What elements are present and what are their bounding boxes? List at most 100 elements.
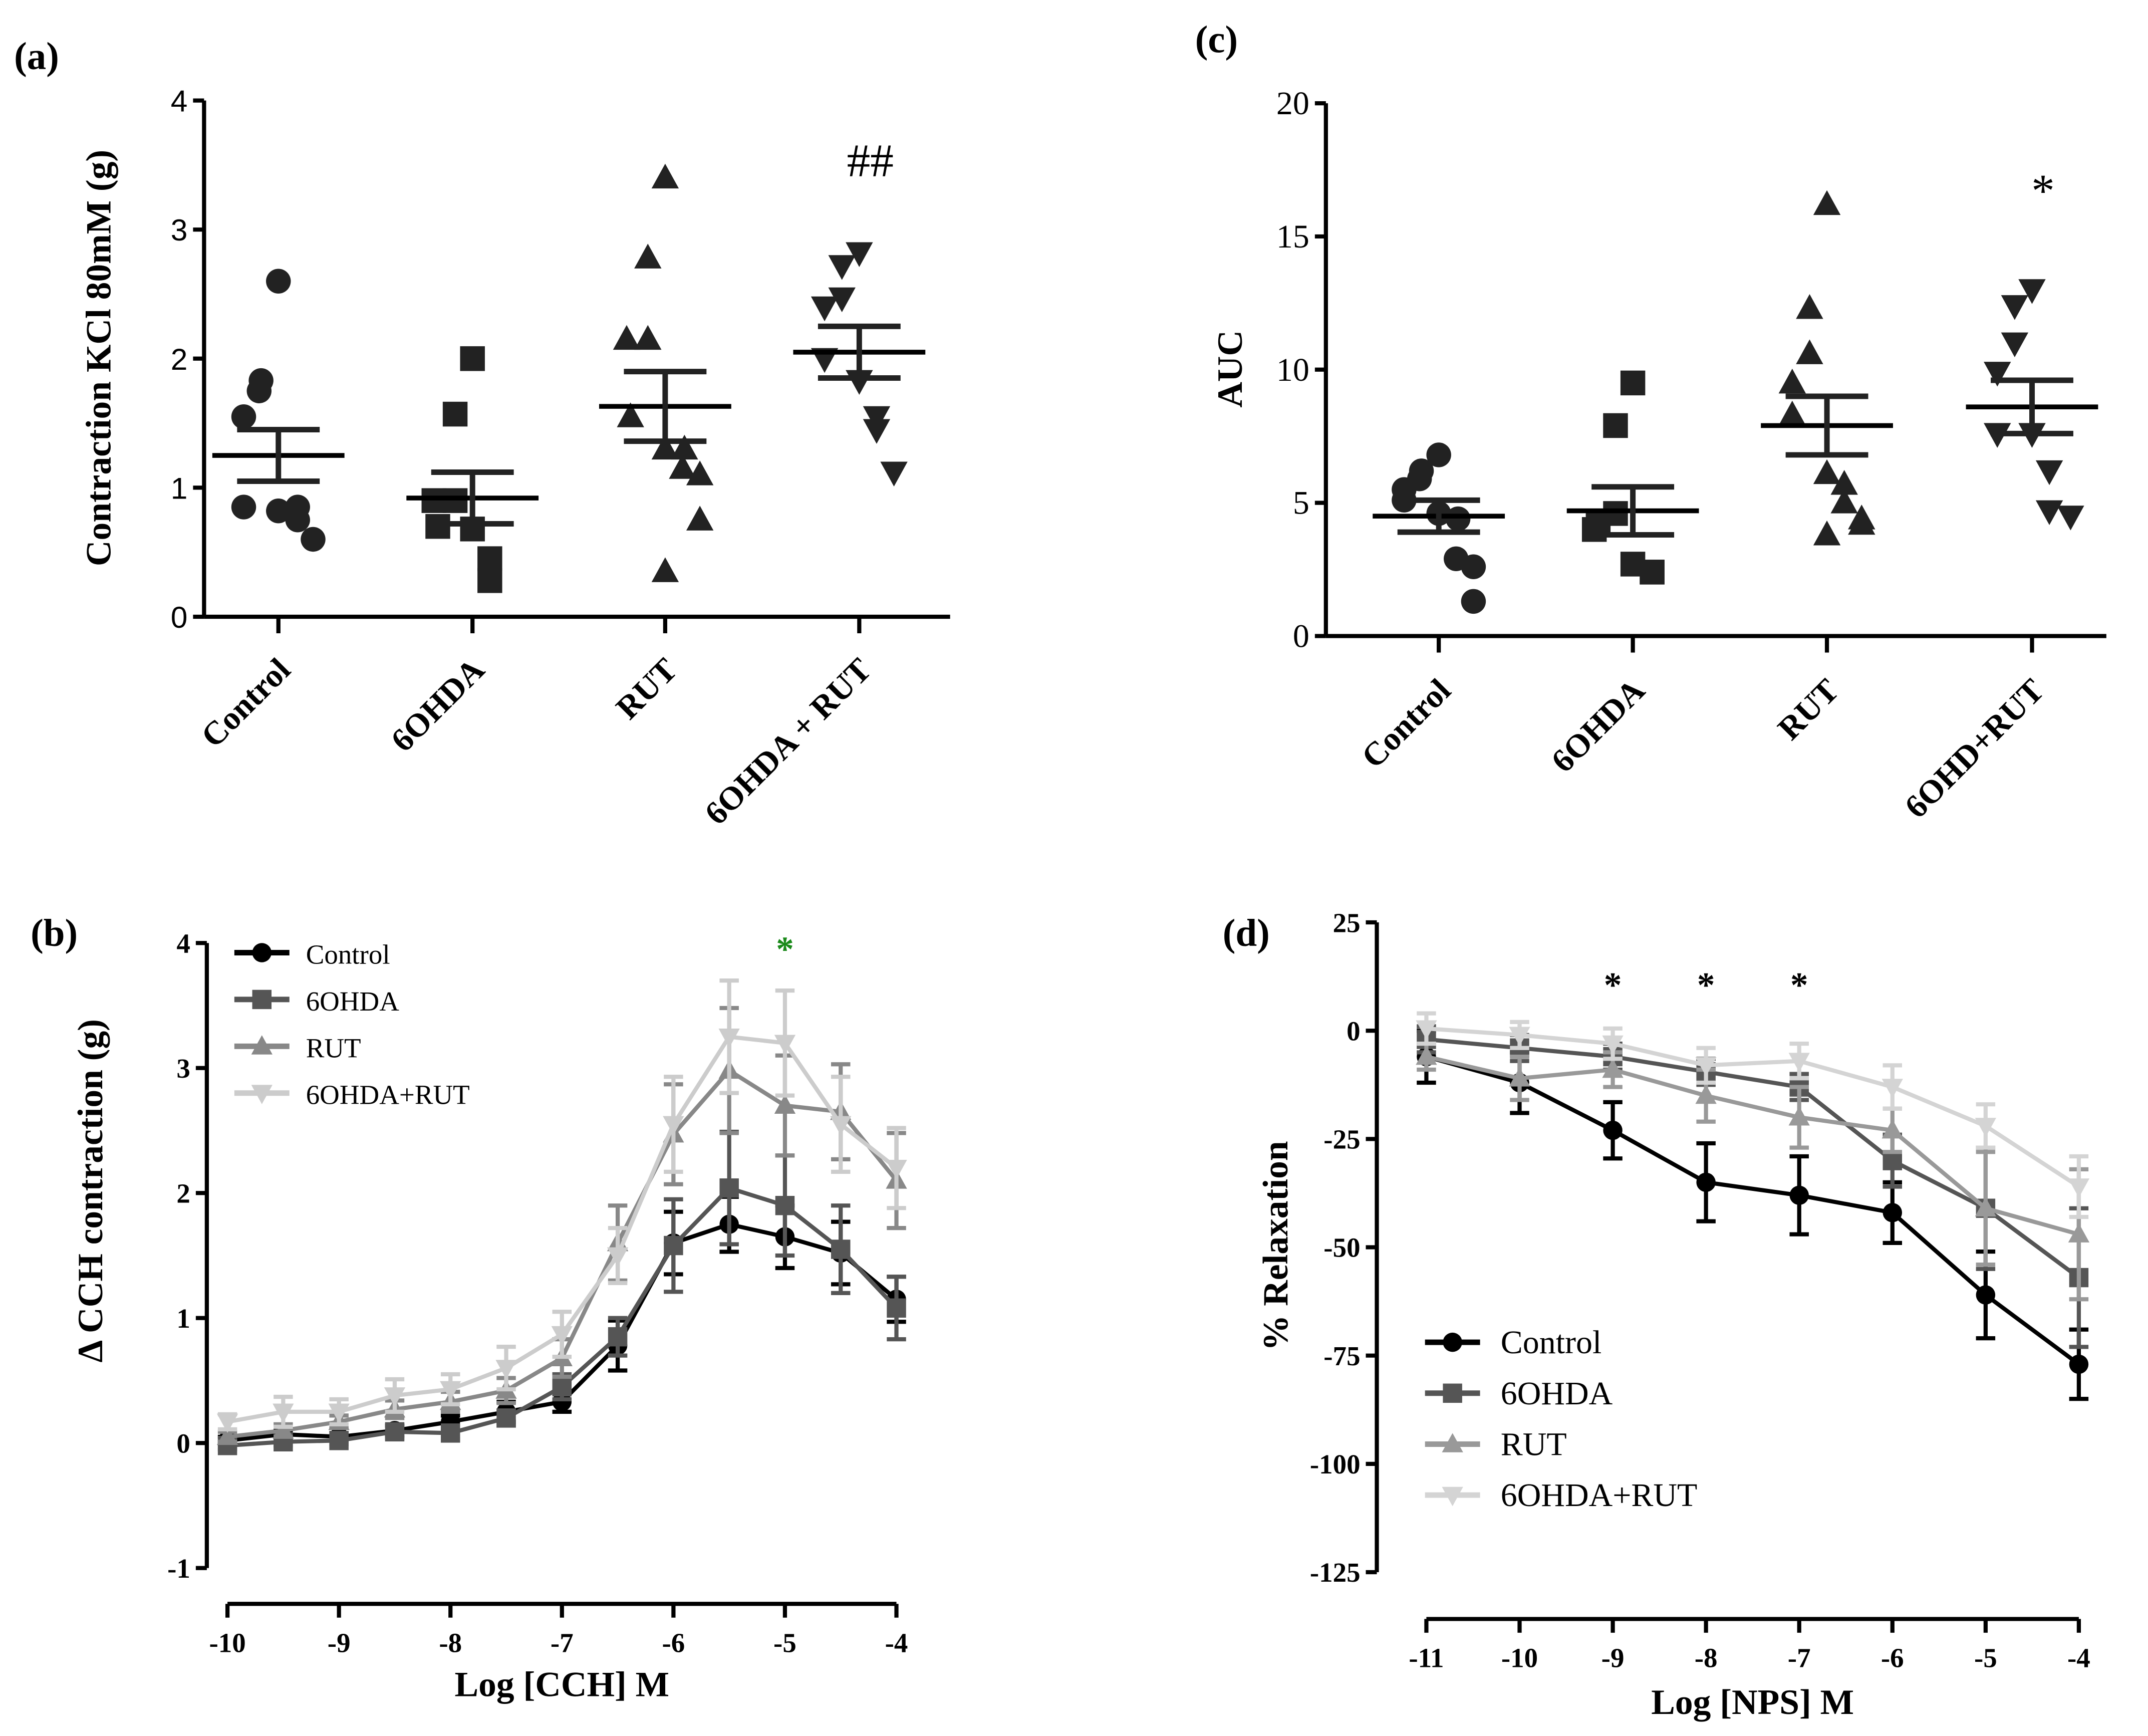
x-tick-label: -7 xyxy=(1788,1643,1811,1673)
data-point xyxy=(1603,1120,1623,1140)
data-point xyxy=(1620,370,1646,396)
series-line xyxy=(1426,1055,2080,1366)
data-point xyxy=(774,1035,796,1054)
data-point xyxy=(1695,1057,1717,1077)
series-rut xyxy=(1416,1042,2090,1302)
data-point xyxy=(1848,510,1875,535)
data-point xyxy=(1830,488,1858,514)
legend-marker xyxy=(1442,1433,1463,1452)
data-point xyxy=(887,1298,906,1318)
xlabel-d: Log [NPS] M xyxy=(1651,1682,1854,1722)
data-point xyxy=(1789,1185,1809,1205)
data-point xyxy=(1883,1203,1903,1222)
data-point xyxy=(1984,362,2011,387)
data-point xyxy=(1603,413,1628,438)
data-point xyxy=(1813,459,1841,484)
series-line xyxy=(1426,1026,2080,1188)
data-point xyxy=(1581,517,1607,542)
legend-label: Control xyxy=(1501,1324,1601,1361)
data-point xyxy=(828,255,856,280)
category-label: RUT xyxy=(609,651,684,726)
data-point xyxy=(421,488,446,513)
x-tick-label: -5 xyxy=(773,1627,796,1658)
data-point xyxy=(329,1431,349,1450)
data-point xyxy=(385,1422,405,1442)
data-point xyxy=(246,378,272,403)
legend-label: 6OHDA xyxy=(306,986,399,1017)
significance-annotation: * xyxy=(776,929,794,969)
panel-label-a: (a) xyxy=(14,34,59,77)
x-tick-label: -5 xyxy=(1974,1643,1997,1673)
y-tick-label: -25 xyxy=(1323,1124,1360,1155)
ylabel-a: Contraction KCl 80mM (g) xyxy=(79,150,119,566)
legend-item: RUT xyxy=(1425,1426,1567,1462)
legend-item: Control xyxy=(1425,1324,1601,1361)
y-tick-label: 20 xyxy=(1276,85,1309,122)
data-point xyxy=(2018,279,2046,304)
data-point xyxy=(811,296,839,322)
data-point xyxy=(2057,506,2084,531)
category-label: 6OHDA xyxy=(1544,672,1652,780)
data-point xyxy=(634,243,662,269)
y-tick-label: -1 xyxy=(167,1553,190,1584)
x-tick-label: -4 xyxy=(885,1627,908,1658)
data-point xyxy=(617,402,644,427)
data-point xyxy=(1882,1079,1903,1098)
data-point xyxy=(1426,442,1451,467)
data-point xyxy=(1976,1285,1996,1305)
data-point xyxy=(301,527,326,552)
panel-d: -125 -100 -75 -50 -25 0 25 -11 -10 -9 -8 -7 -6 -5 -4 Co… xyxy=(1310,907,2090,1673)
x-tick-label: -10 xyxy=(1501,1643,1538,1673)
data-point xyxy=(1696,1172,1716,1192)
y-tick-label: 3 xyxy=(176,1053,190,1084)
y-tick-label: 2 xyxy=(171,342,188,376)
legend-label: RUT xyxy=(306,1033,361,1063)
x-tick-label: -8 xyxy=(439,1627,462,1658)
significance-annotation: * xyxy=(1604,965,1622,1005)
x-tick-label: -9 xyxy=(328,1627,351,1658)
y-tick-label: 2 xyxy=(176,1178,190,1208)
ylabel-b: Δ CCH contraction (g) xyxy=(71,1019,110,1363)
data-point xyxy=(1602,1035,1624,1055)
y-tick-label: -125 xyxy=(1310,1557,1361,1588)
data-point xyxy=(2069,1354,2089,1374)
data-point xyxy=(2068,1178,2090,1198)
x-tick-label: -7 xyxy=(551,1627,574,1658)
data-point xyxy=(273,1419,294,1439)
y-tick-label: 4 xyxy=(176,928,190,958)
data-point xyxy=(495,1360,517,1379)
data-point xyxy=(2001,295,2029,320)
legend-label: 6OHDA+RUT xyxy=(1501,1477,1698,1514)
series-line xyxy=(1426,1055,2080,1236)
y-tick-label: 0 xyxy=(1347,1016,1360,1046)
data-point xyxy=(2001,332,2029,358)
data-point xyxy=(273,1403,294,1423)
data-point xyxy=(1509,1027,1530,1046)
x-tick-label: -6 xyxy=(1881,1643,1904,1673)
category-label: 6OHDA xyxy=(384,651,491,759)
data-point xyxy=(477,568,502,593)
y-tick-label: 0 xyxy=(171,600,188,634)
x-tick-label: -10 xyxy=(209,1627,245,1658)
data-point xyxy=(775,1195,795,1215)
series-6ohda-rut xyxy=(216,978,907,1433)
y-tick-label: 1 xyxy=(171,471,188,505)
data-point xyxy=(880,461,908,486)
data-point xyxy=(686,506,714,531)
data-point xyxy=(664,1235,683,1256)
data-point xyxy=(886,1160,907,1179)
data-point xyxy=(1883,1151,1903,1170)
legend-marker xyxy=(251,1085,273,1104)
data-point xyxy=(651,434,679,460)
data-point xyxy=(2068,1223,2090,1243)
data-point xyxy=(460,346,485,371)
x-tick-label: -9 xyxy=(1601,1643,1625,1673)
data-point xyxy=(613,325,641,350)
data-point xyxy=(634,325,662,350)
data-point xyxy=(1461,589,1486,614)
data-point xyxy=(1602,1058,1624,1078)
series-6ohda-rut xyxy=(1416,1011,2090,1219)
data-point xyxy=(496,1408,516,1428)
data-point xyxy=(686,460,714,485)
